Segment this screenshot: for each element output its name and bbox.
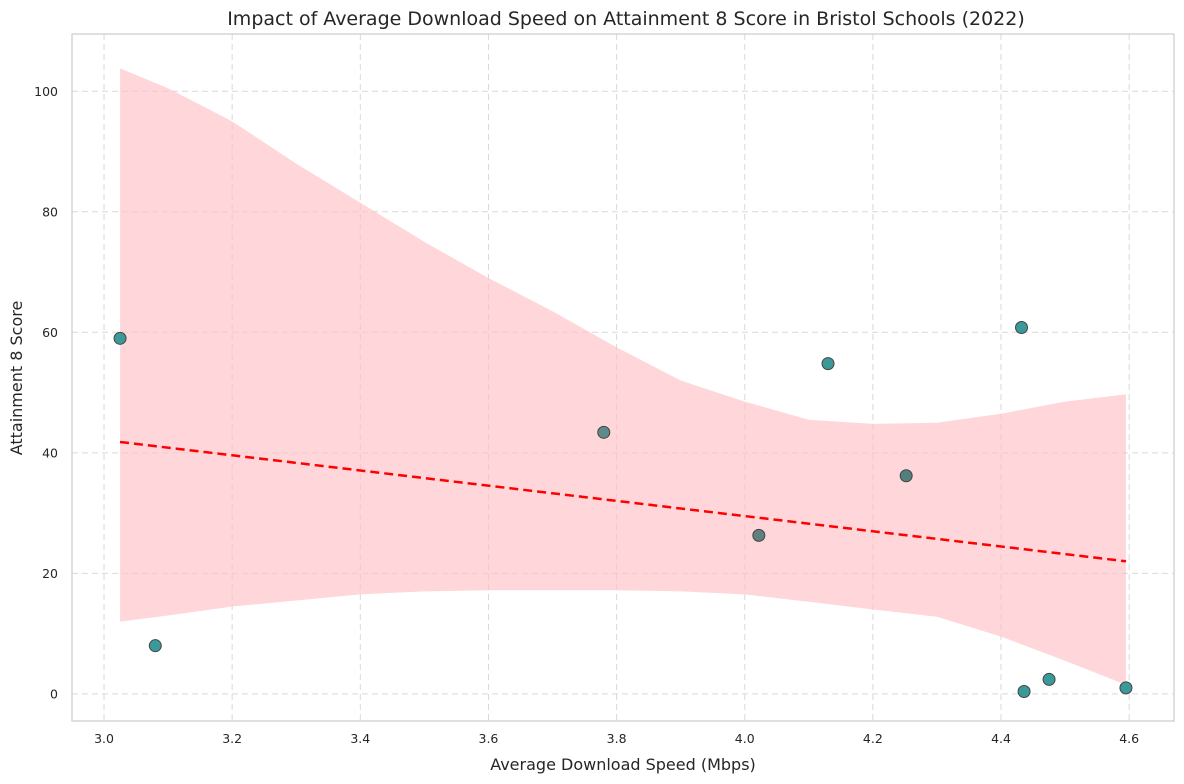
regression-line xyxy=(119,440,1127,563)
x-tick-label: 3.4 xyxy=(350,731,370,746)
x-tick-label: 3.6 xyxy=(479,731,499,746)
y-tick-label: 100 xyxy=(34,84,58,99)
y-axis-ticks: 0 20 40 60 80 100 xyxy=(34,84,58,702)
y-tick-label: 0 xyxy=(50,686,58,701)
y-axis-label: Attainment 8 Score xyxy=(7,301,26,456)
y-tick-label: 80 xyxy=(42,204,58,219)
data-point xyxy=(1042,672,1056,686)
confidence-band xyxy=(120,68,1126,685)
x-tick-label: 3.8 xyxy=(607,731,627,746)
x-axis-ticks: 3.0 3.2 3.4 3.6 3.8 4.0 4.2 4.4 4.6 xyxy=(94,731,1139,746)
x-tick-label: 4.2 xyxy=(863,731,883,746)
data-point xyxy=(1017,684,1031,698)
data-point xyxy=(597,425,611,439)
x-axis-label: Average Download Speed (Mbps) xyxy=(490,755,756,774)
data-point xyxy=(1015,320,1029,334)
x-tick-label: 4.4 xyxy=(991,731,1011,746)
y-tick-label: 20 xyxy=(42,566,58,581)
data-point xyxy=(148,639,162,653)
x-tick-label: 3.2 xyxy=(222,731,242,746)
data-point xyxy=(752,528,766,542)
data-point xyxy=(899,469,913,483)
y-tick-label: 40 xyxy=(42,445,58,460)
chart-title: Impact of Average Download Speed on Atta… xyxy=(227,8,1025,30)
regression-line-layer xyxy=(119,440,1127,563)
x-tick-label: 4.0 xyxy=(735,731,755,746)
y-tick-label: 60 xyxy=(42,325,58,340)
plot-frame xyxy=(71,33,1175,722)
data-point xyxy=(821,357,835,371)
data-points xyxy=(113,320,1133,698)
data-point xyxy=(113,331,127,345)
x-tick-label: 3.0 xyxy=(94,731,114,746)
data-point xyxy=(1119,681,1133,695)
confidence-band-layer xyxy=(120,68,1126,685)
x-tick-label: 4.6 xyxy=(1119,731,1139,746)
